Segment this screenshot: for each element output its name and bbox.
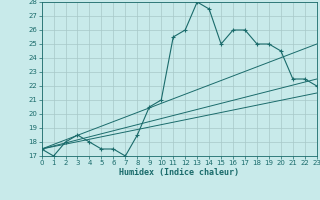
X-axis label: Humidex (Indice chaleur): Humidex (Indice chaleur) <box>119 168 239 177</box>
